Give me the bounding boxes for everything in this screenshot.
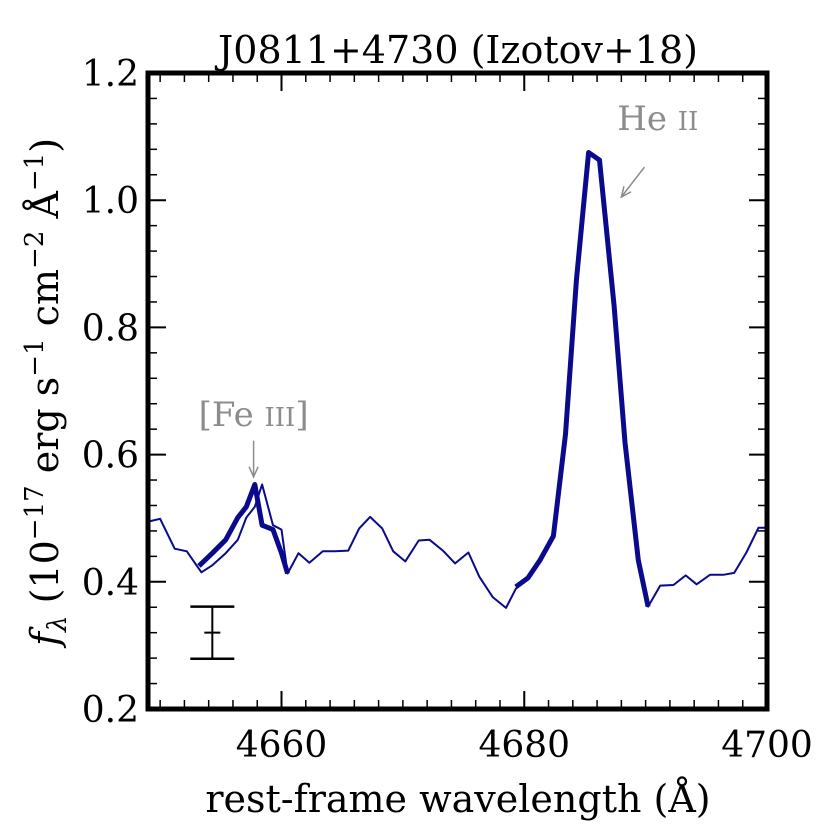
chart-title: J0811+4730 (Izotov+18) <box>214 28 698 72</box>
y-tick-label: 0.4 <box>82 563 139 604</box>
x-tick-label: 4700 <box>721 725 813 766</box>
annotation-he2-element: He <box>617 99 678 139</box>
y-title-unit1: erg s <box>23 377 67 486</box>
y-title-exp4: −1 <box>20 153 50 191</box>
y-axis-title: fλ (10−17 erg s−1 cm−2 Å−1) <box>20 138 73 649</box>
y-tick-label: 0.8 <box>82 308 139 349</box>
series-spectrum-line <box>148 151 767 609</box>
y-title-unit2: cm <box>23 269 67 338</box>
annotation-fe3-suffix: ] <box>295 395 308 435</box>
series-he-ii-fit-line <box>514 150 651 608</box>
y-title-subscript: λ <box>43 615 73 632</box>
annotation-fe3-label: [Fe III] <box>199 395 309 435</box>
x-axis-title: rest-frame wavelength (Å) <box>205 777 710 821</box>
annotation-he2-ion: II <box>678 107 699 137</box>
series-fe-iii-fit-line <box>197 482 290 575</box>
svg-text:fλ (10−17 erg s−1 cm−2 Å−1): fλ (10−17 erg s−1 cm−2 Å−1) <box>20 138 73 649</box>
y-tick-label: 1.2 <box>82 54 139 95</box>
y-title-close: ) <box>23 138 67 153</box>
axis-tick-labels: 4660 4680 4700 0.2 0.4 0.6 0.8 1.0 1.2 <box>82 54 813 766</box>
annotation-fe3-ion: III <box>265 403 296 433</box>
series-group <box>148 150 767 609</box>
y-tick-label: 0.6 <box>82 436 139 477</box>
axis-ticks <box>148 72 768 710</box>
y-tick-label: 1.0 <box>82 181 139 222</box>
annotation-fe3-arrowhead <box>248 466 259 479</box>
annotation-he2-label: He II <box>617 99 698 139</box>
y-title-exp2: −1 <box>20 338 50 376</box>
x-tick-label: 4680 <box>478 725 570 766</box>
y-title-open: (10 <box>23 540 67 615</box>
line-annotations: [Fe III] He II <box>199 99 698 479</box>
annotation-he2-arrow <box>620 166 646 198</box>
y-title-exp1: −17 <box>20 485 50 540</box>
annotation-fe3-element: [Fe <box>199 395 265 435</box>
error-bar <box>190 605 235 661</box>
plot-frame <box>145 70 770 712</box>
y-title-unit3: Å <box>23 191 67 231</box>
y-tick-label: 0.2 <box>82 690 139 731</box>
x-tick-label: 4660 <box>236 725 328 766</box>
y-title-exp3: −2 <box>20 231 50 269</box>
annotation-he2-arrowhead <box>620 186 632 199</box>
